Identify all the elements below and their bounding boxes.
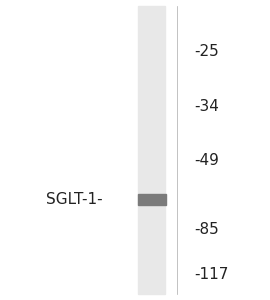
Text: -25: -25 [194,44,219,59]
Text: -49: -49 [194,153,219,168]
Bar [138,6,165,294]
Text: SGLT-1-: SGLT-1- [46,192,103,207]
Text: -34: -34 [194,99,219,114]
Text: -85: -85 [194,222,219,237]
Bar [138,194,166,205]
Text: -117: -117 [194,267,229,282]
